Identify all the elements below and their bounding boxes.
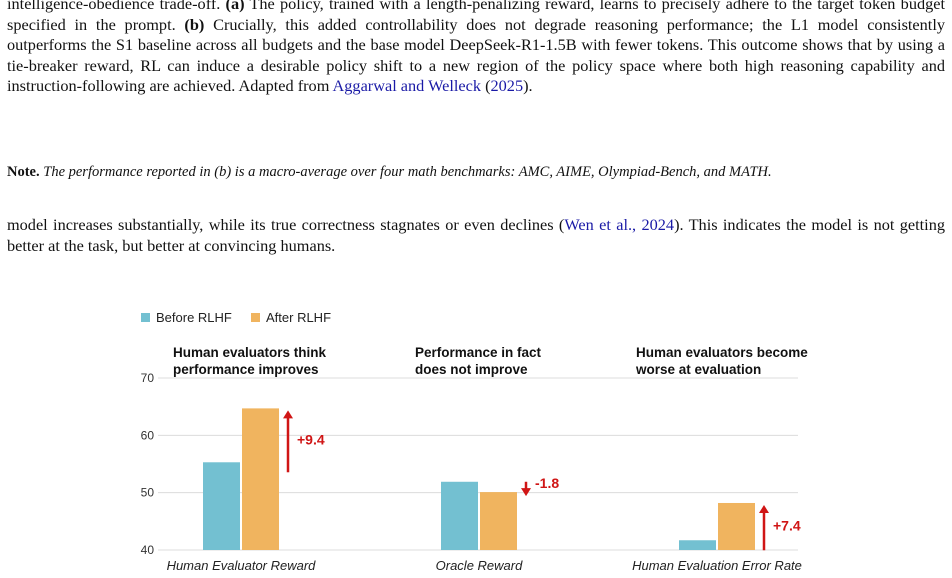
caption-cite-open: ( [485,76,491,95]
panel-title-1-line-2: performance improves [173,362,319,377]
delta-arrowhead-3 [759,504,769,513]
legend-swatch-1 [141,313,150,322]
panel-title-3-line-2: worse at evaluation [635,362,761,377]
bar-2-series-2 [480,492,517,550]
body-paragraph: model increases substantially, while its… [7,215,945,256]
bar-2-series-1 [441,481,478,550]
body-citation-year[interactable]: 2024 [641,215,675,234]
legend-swatch-2 [251,313,260,322]
caption-cite-close: ). [523,76,533,95]
rlhf-bar-chart: 40 50 60 70 Before RLHF After RLHF Human evalu… [141,310,809,573]
y-tick-label: 70 [141,371,155,385]
y-tick-label: 50 [141,486,155,500]
caption-tag-b: (b) [184,14,205,34]
delta-arrowhead-1 [283,410,293,419]
body-sentence-2: ). This indicates the model is not getti… [7,215,945,255]
panel-title-1-line-1: Human evaluators think [173,345,327,360]
x-category-label-3: Human Evaluation Error Rate [632,558,802,573]
panel-title-2-line-2: does not improve [415,362,528,377]
y-tick-label: 40 [141,543,155,557]
panel-title-2-line-1: Performance in fact [415,345,542,360]
body-sentence-1: model increases substantially, while its… [7,215,565,234]
note-label: Note. [7,164,40,180]
figure-caption: intelligence-obedience trade-off. (a) Th… [7,0,945,97]
legend-label-2: After RLHF [266,310,331,325]
panel-title-3-line-1: Human evaluators become [636,345,808,360]
bar-1-series-1 [203,462,240,550]
delta-label-1: +9.4 [297,431,325,447]
caption-sentence-2: The policy, trained with a length-penali… [7,0,945,34]
delta-arrowhead-2 [521,488,531,497]
note-text: The performance reported in (b) is a mac… [43,164,772,180]
bar-1-series-2 [242,408,279,550]
caption-sentence-3: Crucially, this added controllability do… [7,14,945,96]
legend-label-1: Before RLHF [156,310,232,325]
x-category-label-2: Oracle Reward [436,558,523,573]
bar-3-series-2 [718,502,755,550]
caption-sentence-1: intelligence-obedience trade-off. [7,0,221,13]
delta-label-2: -1.8 [535,475,559,491]
caption-citation-year[interactable]: 2025 [490,76,524,95]
bar-3-series-1 [679,540,716,550]
delta-label-3: +7.4 [773,518,801,534]
y-tick-label: 60 [141,428,155,442]
body-citation-link[interactable]: Wen et al., [564,215,637,234]
caption-tag-a: (a) [225,0,245,13]
figure-note: Note. The performance reported in (b) is… [7,163,945,181]
caption-citation-link[interactable]: Aggarwal and Welleck [332,76,482,95]
x-category-label-1: Human Evaluator Reward [167,558,317,573]
